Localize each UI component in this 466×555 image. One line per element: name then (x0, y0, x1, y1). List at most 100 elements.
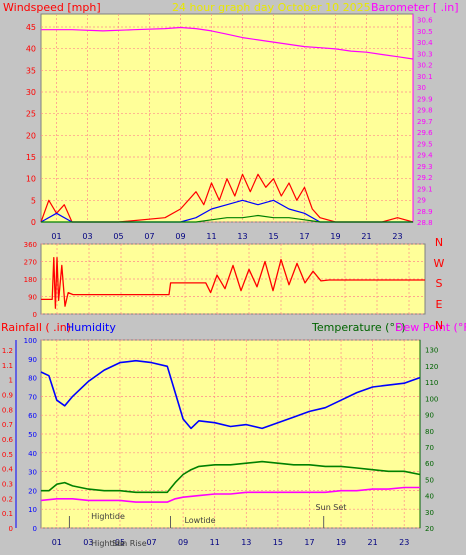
barometer-tick-label: 29.1 (417, 185, 433, 193)
annotation-label: Sun Set (316, 503, 347, 512)
wind-panel-background (40, 13, 414, 223)
x-tick-label: 15 (268, 232, 278, 241)
humidity-tick-label: 60 (28, 412, 37, 420)
annotation-label: Hightide (91, 512, 125, 521)
direction-tick-label: 180 (24, 276, 37, 284)
rain-tick-label: 0.9 (2, 392, 13, 400)
windspeed-tick-label: 35 (26, 66, 36, 75)
x-tick-label: 11 (206, 232, 216, 241)
windspeed-tick-label: 15 (26, 153, 36, 162)
x-tick-label: 21 (368, 538, 378, 547)
humidity-tick-label: 40 (28, 450, 37, 458)
direction-tick-label: 90 (28, 294, 37, 302)
temperature-tick-label: 20 (425, 525, 434, 533)
graph-title: 24 hour graph day October 10 2025 (172, 1, 371, 14)
x-tick-label: 07 (144, 232, 154, 241)
compass-label: N (435, 236, 443, 249)
humidity-tick-label: 80 (28, 375, 37, 383)
series-line-humidity (40, 359, 421, 430)
x-tick-label: 09 (178, 538, 188, 547)
humidity-tick-label: 70 (28, 393, 37, 401)
x-tick-label: 07 (146, 538, 156, 547)
compass-label: S (436, 277, 443, 290)
x-tick-label: 05 (115, 538, 125, 547)
humidity-tick-label: 10 (28, 506, 37, 514)
x-tick-label: 09 (175, 232, 185, 241)
x-tick-label: 13 (237, 232, 247, 241)
x-tick-label: 03 (83, 538, 93, 547)
barometer-tick-label: 29.8 (417, 107, 433, 115)
rain-tick-label: 0.5 (2, 451, 13, 459)
rain-tick-label: 1.2 (2, 347, 13, 355)
windspeed-tick-label: 0 (31, 218, 36, 227)
rain-tick-label: 0.6 (2, 436, 14, 444)
rain-tick-label: 0.7 (2, 421, 13, 429)
humidity-tick-label: 0 (33, 525, 37, 533)
temperature-tick-label: 100 (425, 395, 438, 403)
barometer-tick-label: 30.5 (417, 28, 433, 36)
barometer-tick-label: 29.9 (417, 95, 433, 103)
temperature-tick-label: 120 (425, 363, 438, 371)
rain-tick-label: 0.2 (2, 495, 13, 503)
humidity-tick-label: 30 (28, 469, 37, 477)
windspeed-tick-label: 40 (26, 45, 36, 54)
x-tick-label: 17 (299, 232, 309, 241)
rain-tick-label: 1.1 (2, 362, 13, 370)
temperature-tick-label: 130 (425, 347, 438, 355)
annotation-label: Hightide (91, 539, 125, 548)
series-line-wind-low (41, 214, 413, 223)
barometer-tick-label: 29.7 (417, 118, 433, 126)
direction-tick-label: 360 (24, 241, 37, 249)
humidity-tick-label: 100 (24, 337, 37, 345)
x-tick-label: 15 (273, 538, 283, 547)
barometer-tick-label: 30.3 (417, 50, 433, 58)
series-line-dew-point (40, 486, 420, 503)
series-line-barometer (41, 26, 414, 60)
barometer-tick-label: 28.9 (417, 208, 433, 216)
temperature-tick-label: 80 (425, 428, 434, 436)
x-tick-label: 21 (361, 232, 371, 241)
compass-label: N (435, 319, 443, 332)
x-tick-label: 19 (336, 538, 346, 547)
compass-label: E (436, 298, 443, 311)
humidity-tick-label: 90 (28, 356, 37, 364)
barometer-tick-label: 29 (417, 197, 426, 205)
barometer-tick-label: 29.4 (417, 152, 433, 160)
rainfall-axis-label: Rainfall ( .in) (1, 321, 71, 334)
rain-tick-label: 0.3 (2, 481, 13, 489)
barometer-tick-label: 30.2 (417, 62, 433, 70)
barometer-tick-label: 29.6 (417, 129, 433, 137)
annotation-label: Sun Rise (112, 539, 147, 548)
rain-tick-label: 0 (9, 525, 13, 533)
x-tick-label: 11 (210, 538, 220, 547)
x-tick-label: 03 (82, 232, 92, 241)
series-line-wind-direction (41, 256, 425, 309)
rain-tick-label: 0.8 (2, 406, 13, 414)
temperature-tick-label: 40 (425, 493, 434, 501)
barometer-tick-label: 30 (417, 84, 426, 92)
x-tick-label: 23 (399, 538, 409, 547)
x-tick-label: 01 (51, 232, 61, 241)
temperature-tick-label: 50 (425, 476, 434, 484)
direction-tick-label: 0 (33, 311, 37, 319)
dewpoint-axis-label: Dew Point (°F) (395, 321, 466, 334)
windspeed-tick-label: 45 (26, 23, 36, 32)
compass-label: W (434, 257, 445, 270)
temperature-tick-label: 60 (425, 460, 434, 468)
barometer-axis-label: Barometer [ .in] (371, 1, 458, 14)
x-tick-label: 19 (330, 232, 340, 241)
x-tick-label: 05 (113, 232, 123, 241)
temperature-tick-label: 30 (425, 509, 434, 517)
barometer-tick-label: 29.5 (417, 140, 433, 148)
series-line-temperature (41, 460, 421, 494)
windspeed-tick-label: 30 (26, 88, 36, 97)
x-tick-label: 01 (52, 538, 62, 547)
rain-tick-label: 0.1 (2, 510, 13, 518)
barometer-tick-label: 30.1 (417, 73, 433, 81)
barometer-tick-label: 30.6 (417, 17, 433, 25)
windspeed-tick-label: 25 (26, 110, 36, 119)
x-tick-label: 23 (392, 232, 402, 241)
annotation-label: Lowtide (184, 516, 215, 525)
windspeed-tick-label: 20 (26, 131, 36, 140)
temperature-tick-label: 90 (425, 412, 434, 420)
